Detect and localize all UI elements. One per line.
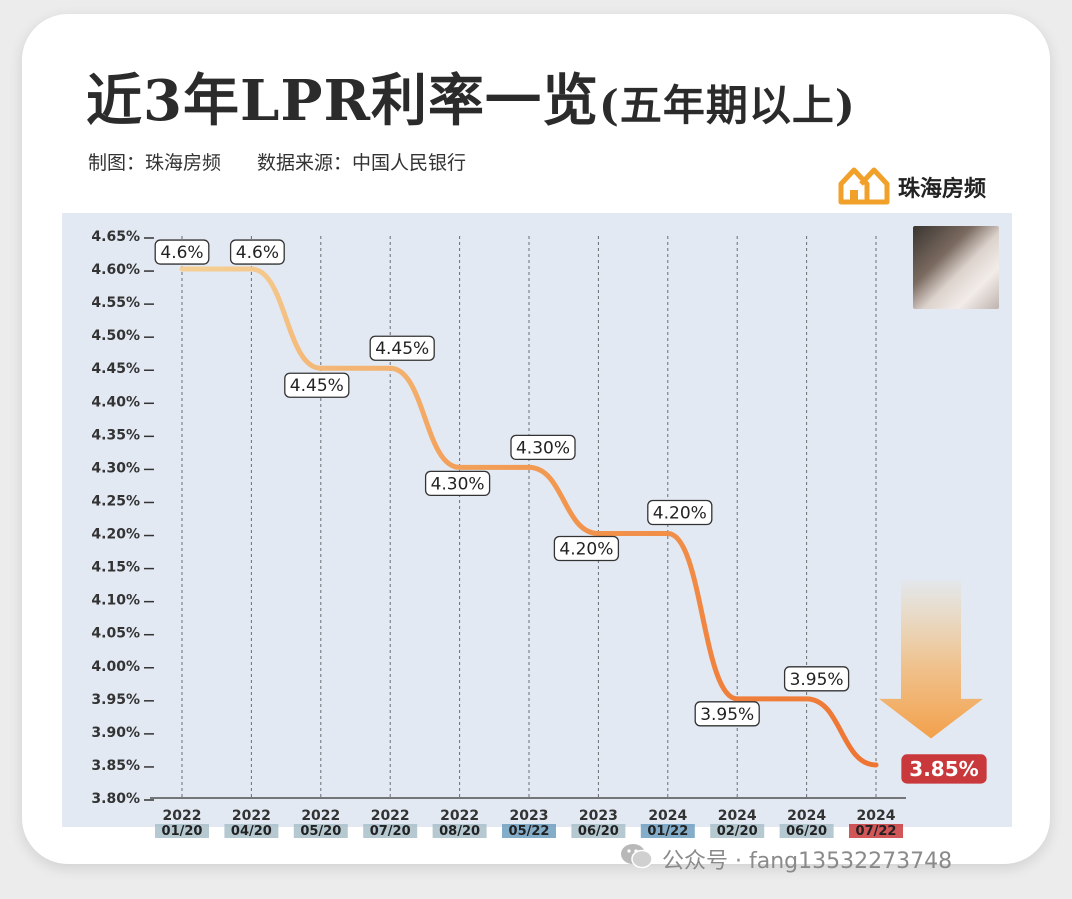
- x-tick-date: 05/22: [509, 824, 550, 839]
- data-label-box: [284, 372, 350, 398]
- y-tick-label: 4.45%: [91, 361, 140, 377]
- x-tick-date: 07/22: [856, 824, 897, 839]
- x-tick-year: 2024: [787, 808, 826, 824]
- x-tick-year: 2023: [510, 808, 549, 824]
- y-tick-label: 4.15%: [91, 560, 140, 576]
- data-label: 4.20%: [653, 504, 707, 524]
- x-tick-date-tag: [155, 824, 209, 838]
- x-tick-year: 2023: [579, 808, 618, 824]
- x-tick-year: 2022: [163, 808, 202, 824]
- data-label: 4.45%: [290, 376, 344, 396]
- data-label: 4.45%: [375, 339, 429, 359]
- x-tick-date: 06/20: [786, 824, 827, 839]
- x-tick-date-tag: [502, 824, 556, 838]
- footer-text: 公众号 · fang13532273748: [662, 849, 953, 874]
- x-tick-date-tag: [710, 824, 765, 838]
- page-title: 近3年LPR利率一览(五年期以上): [86, 68, 856, 134]
- series-line: [179, 266, 879, 768]
- x-tick-date-tag: [640, 824, 695, 838]
- y-tick-label: 4.65%: [91, 229, 140, 245]
- data-label: 3.95%: [700, 705, 754, 725]
- y-tick-label: 4.30%: [91, 460, 140, 476]
- data-label: 3.85%: [909, 757, 978, 781]
- thumbnail-photo: [913, 226, 999, 309]
- x-tick-year: 2024: [857, 808, 896, 824]
- chart-area: [62, 213, 1012, 827]
- data-label-box: [783, 666, 850, 692]
- data-label: 3.95%: [790, 670, 844, 690]
- data-label-box: [229, 239, 285, 265]
- x-tick-date: 01/22: [647, 824, 688, 839]
- data-label: 4.30%: [431, 474, 485, 494]
- x-tick-year: 2022: [301, 808, 340, 824]
- data-label: 4.6%: [160, 243, 203, 263]
- x-tick-date-tag: [224, 824, 279, 838]
- x-tick-date: 01/20: [162, 824, 203, 839]
- x-tick-date-tag: [363, 824, 418, 838]
- x-tick-date-tag: [571, 824, 626, 838]
- x-tick-year: 2022: [371, 808, 410, 824]
- y-tick-label: 4.50%: [91, 328, 140, 344]
- data-label-box: [369, 335, 435, 361]
- y-tick-label: 4.25%: [91, 493, 140, 509]
- data-label-box: [154, 239, 210, 265]
- y-tick-label: 3.90%: [91, 725, 140, 741]
- y-tick-label: 4.20%: [91, 527, 140, 543]
- x-tick-date: 06/20: [578, 824, 619, 839]
- title-suffix: (五年期以上): [599, 81, 856, 130]
- down-arrow-icon: [879, 579, 983, 739]
- credits: 制图：珠海房频 数据来源：中国人民银行: [88, 148, 466, 175]
- x-tick-date: 05/20: [300, 824, 341, 839]
- x-tick-year: 2022: [440, 808, 479, 824]
- y-tick-label: 4.00%: [91, 659, 140, 675]
- x-tick-date: 07/20: [370, 824, 411, 839]
- x-tick-date: 02/20: [717, 824, 758, 839]
- wechat-icon: [620, 842, 654, 876]
- x-tick-date: 08/20: [439, 824, 480, 839]
- y-tick-label: 4.60%: [91, 262, 140, 278]
- house-icon: [838, 164, 890, 210]
- data-label: 4.6%: [236, 243, 279, 263]
- data-label-box: [901, 754, 987, 784]
- data-label-box: [647, 499, 713, 526]
- data-label-box: [424, 470, 491, 497]
- data-label-box: [553, 535, 620, 562]
- data-label: 4.30%: [516, 438, 570, 458]
- x-tick-date-tag: [432, 824, 487, 838]
- y-tick-label: 4.40%: [91, 394, 140, 410]
- y-tick-label: 3.95%: [91, 692, 140, 708]
- x-tick-date-tag: [779, 824, 834, 838]
- y-tick-label: 4.05%: [91, 626, 140, 642]
- credit-maker: 制图：珠海房频: [88, 152, 222, 174]
- y-tick-label: 4.10%: [91, 593, 140, 609]
- x-tick-year: 2024: [718, 808, 757, 824]
- x-tick-date: 04/20: [231, 824, 272, 839]
- footer: 公众号 · fang13532273748: [620, 842, 952, 876]
- y-tick-label: 4.55%: [91, 295, 140, 311]
- credit-source: 数据来源：中国人民银行: [257, 152, 467, 174]
- x-tick-date-tag: [849, 824, 903, 838]
- data-label-box: [510, 434, 576, 461]
- y-tick-label: 3.80%: [91, 791, 140, 807]
- x-tick-year: 2022: [232, 808, 271, 824]
- y-tick-label: 4.35%: [91, 427, 140, 443]
- data-label: 4.20%: [559, 540, 613, 560]
- x-tick-year: 2024: [648, 808, 687, 824]
- x-tick-date-tag: [293, 824, 348, 838]
- y-tick-label: 3.85%: [91, 758, 140, 774]
- data-label-box: [694, 701, 760, 727]
- brand-name: 珠海房频: [898, 177, 987, 202]
- brand-logo: 珠海房频: [838, 166, 986, 208]
